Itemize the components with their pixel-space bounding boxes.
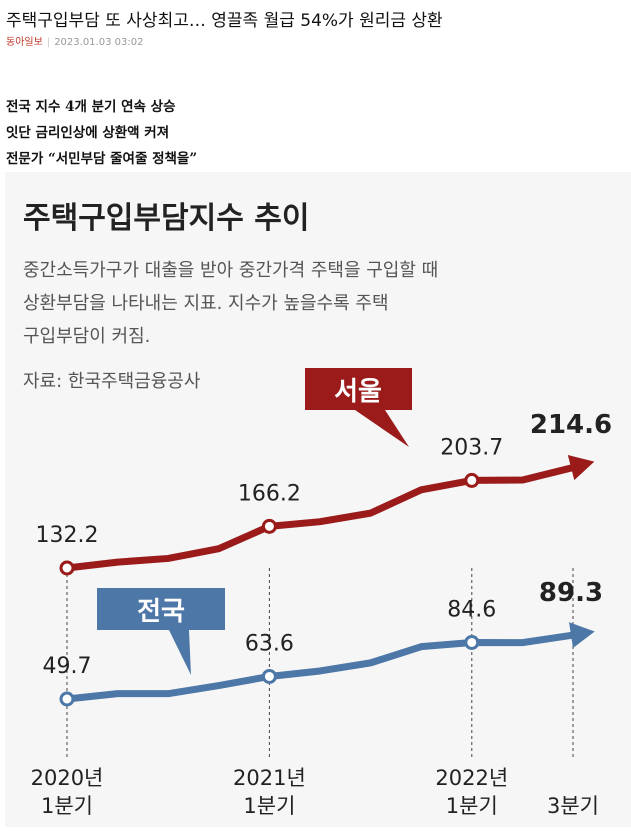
nationwide-point-1 (261, 668, 277, 684)
seoul-series-line (66, 463, 576, 572)
chart-description-line-2: 상환부담을 나타내는 지표. 지수가 높을수록 주택 (23, 293, 389, 314)
seoul-data-label-2: 203.7 (440, 435, 503, 460)
seoul-series-label: 서울 (334, 377, 382, 407)
nationwide-data-label-0: 49.7 (43, 654, 92, 679)
nationwide-data-label-1: 63.6 (245, 631, 294, 656)
chart-title: 주택구입부담지수 추이 (23, 201, 309, 236)
nationwide-point-0 (59, 691, 75, 707)
meta-divider: | (46, 37, 51, 48)
chart-description-line-1: 중간소득가구가 대출을 받아 중간가격 주택을 구입할 때 (23, 260, 438, 281)
infographic-card: 주택구입부담지수 추이 중간소득가구가 대출을 받아 중간가격 주택을 구입할 … (5, 172, 631, 827)
nationwide-callout-box (97, 588, 225, 675)
nationwide-point-2 (464, 634, 480, 650)
article-datetime: 2023.01.03 03:02 (54, 37, 144, 48)
seoul-data-label-0: 132.2 (36, 523, 99, 548)
seoul-data-label-1: 166.2 (238, 481, 301, 506)
seoul-point-2 (464, 472, 480, 488)
subheadline-3: 전문가 “서민부담 줄여줄 정책을” (6, 151, 198, 167)
nationwide-data-label-2: 84.6 (447, 597, 496, 622)
article-meta: 동아일보 | 2023.01.03 03:02 (6, 33, 143, 48)
x-tick-label-1-line1: 2021년 (233, 766, 306, 790)
source-link[interactable]: 동아일보 (6, 37, 43, 48)
x-tick-label-2-line1: 2022년 (435, 766, 508, 790)
article-headline[interactable]: 주택구입부담 또 사상최고… 영끌족 월급 54%가 원리금 상환 (6, 11, 443, 31)
seoul-callout-box (305, 368, 412, 447)
seoul-point-0 (59, 560, 75, 576)
x-tick-label-0-line2: 1분기 (41, 794, 93, 818)
nationwide-series-line (66, 631, 576, 703)
chart-description-line-3: 구입부담이 커짐. (23, 326, 150, 347)
subheadline-1: 전국 지수 4개 분기 연속 상승 (6, 99, 176, 115)
seoul-point-1 (261, 518, 277, 534)
x-tick-label-0-line1: 2020년 (31, 766, 104, 790)
seoul-data-label-3: 214.6 (530, 410, 612, 440)
plot-area: 2020년 1분기 2021년 1분기 2022년 1분기 3분기 132.2 166.2 203… (31, 368, 612, 818)
infographic-chart: 주택구입부담지수 추이 중간소득가구가 대출을 받아 중간가격 주택을 구입할 … (23, 201, 612, 818)
nationwide-series-label: 전국 (137, 597, 185, 627)
subheadline-2: 잇단 금리인상에 상환액 커져 (6, 125, 170, 141)
x-tick-label-1-line2: 1분기 (243, 794, 295, 818)
chart-source-note: 자료: 한국주택금융공사 (23, 371, 201, 392)
x-tick-label-3-line2: 3분기 (547, 794, 599, 818)
nationwide-data-label-3: 89.3 (539, 578, 603, 608)
nationwide-arrowhead (569, 622, 595, 649)
seoul-arrowhead (567, 454, 595, 481)
x-tick-label-2-line2: 1분기 (446, 794, 498, 818)
